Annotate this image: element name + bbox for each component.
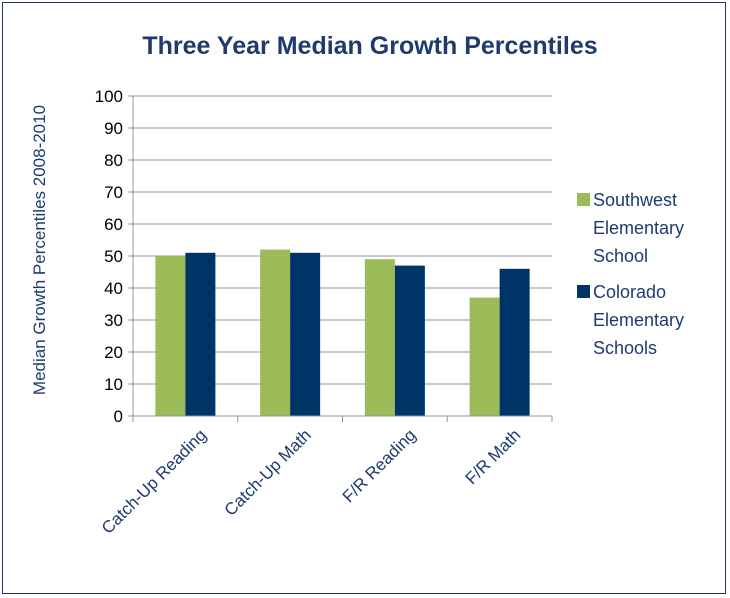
bar [499,268,530,416]
bar [260,249,291,416]
y-tick-label: 20 [104,343,123,362]
bar [394,265,425,416]
y-tick-label: 0 [114,407,123,426]
legend-swatch [577,285,590,298]
y-tick-label: 10 [104,375,123,394]
legend-label: Colorado [593,282,666,302]
y-tick-label: 90 [104,119,123,138]
y-tick-label: 60 [104,215,123,234]
y-tick-label: 50 [104,247,123,266]
y-axis-label: Median Growth Percentiles 2008-2010 [30,105,49,395]
y-tick-label: 40 [104,279,123,298]
legend-label: Elementary [593,310,684,330]
legend-label: School [593,246,648,266]
bar [469,297,500,416]
y-tick-label: 30 [104,311,123,330]
bars [155,249,530,416]
y-tick-label: 80 [104,151,123,170]
x-category-label: Catch-Up Reading [98,425,210,537]
legend-label: Schools [593,338,657,358]
legend-label: Elementary [593,218,684,238]
x-category-label: Catch-Up Math [221,425,315,519]
bar [364,259,395,416]
chart-title: Three Year Median Growth Percentiles [142,32,597,60]
y-tick-label: 70 [104,183,123,202]
legend-swatch [577,193,590,206]
bar [185,252,216,416]
legend: Southwest Elementary School Colorado Element… [577,190,684,358]
bar [290,252,321,416]
x-category-label: F/R Math [462,425,525,488]
y-tick-label: 100 [95,87,123,106]
x-category-label: F/R Reading [339,425,420,506]
legend-label: Southwest [593,190,677,210]
bar [155,256,186,416]
